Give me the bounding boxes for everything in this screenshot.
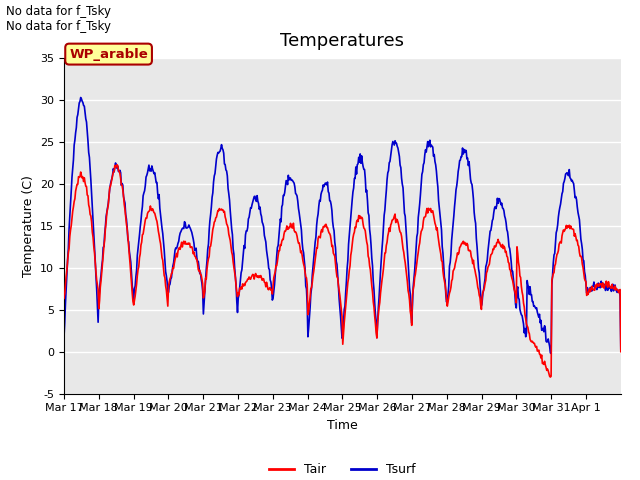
Tsurf — [401, 210, 408, 216]
Tsurf — [256, 204, 264, 210]
Tsurf — [126, 254, 134, 260]
Tair — [256, 275, 264, 280]
Tair — [617, 349, 625, 355]
Tair — [547, 374, 554, 380]
Tair — [228, 252, 236, 258]
Line: Tair: Tair — [64, 165, 621, 377]
Tair — [60, 296, 68, 301]
Tsurf — [432, 162, 440, 168]
Tair — [401, 255, 408, 261]
Text: No data for f_Tsky
No data for f_Tsky: No data for f_Tsky No data for f_Tsky — [6, 5, 111, 33]
Line: Tsurf: Tsurf — [64, 97, 621, 353]
X-axis label: Time: Time — [327, 419, 358, 432]
Tsurf — [60, 334, 68, 340]
Title: Temperatures: Temperatures — [280, 33, 404, 50]
Tair — [277, 243, 285, 249]
Tsurf — [617, 346, 625, 352]
Tsurf — [77, 95, 84, 100]
Y-axis label: Temperature (C): Temperature (C) — [22, 175, 35, 276]
Tair — [126, 261, 134, 266]
Tair — [432, 223, 440, 228]
Legend: Tair, Tsurf: Tair, Tsurf — [264, 458, 420, 480]
Tsurf — [547, 350, 555, 356]
Text: WP_arable: WP_arable — [69, 48, 148, 60]
Tair — [113, 162, 121, 168]
Tsurf — [228, 232, 236, 238]
Tsurf — [277, 219, 285, 225]
